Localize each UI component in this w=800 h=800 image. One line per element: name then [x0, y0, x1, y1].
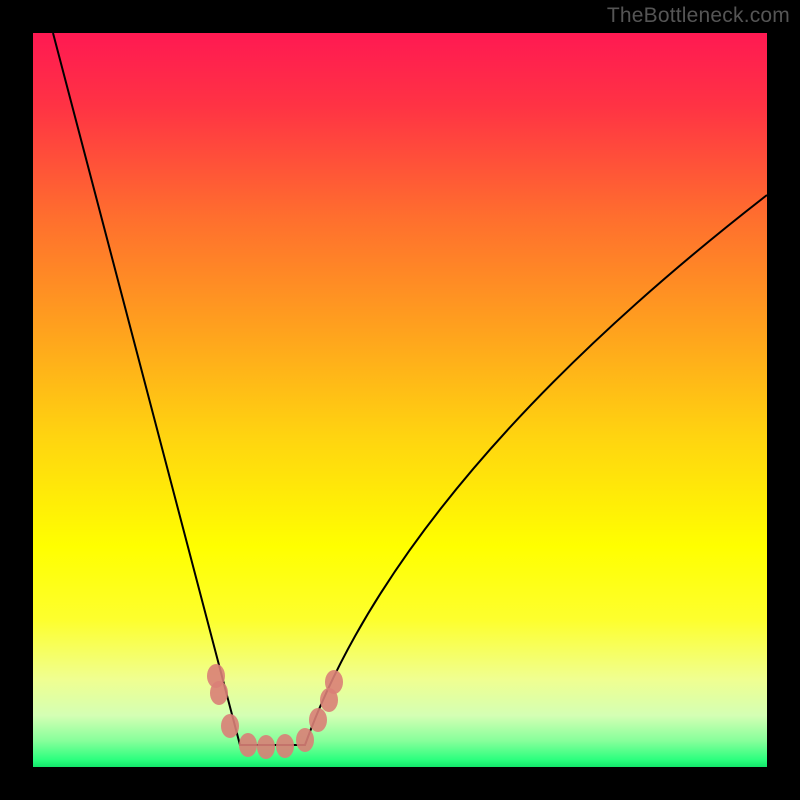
data-marker	[276, 734, 294, 758]
data-marker	[239, 733, 257, 757]
data-marker	[309, 708, 327, 732]
bottleneck-chart	[0, 0, 800, 800]
data-marker	[221, 714, 239, 738]
data-marker	[325, 670, 343, 694]
chart-container: TheBottleneck.com	[0, 0, 800, 800]
data-marker	[210, 681, 228, 705]
data-marker	[257, 735, 275, 759]
data-marker	[296, 728, 314, 752]
watermark-text: TheBottleneck.com	[607, 4, 790, 28]
plot-area	[33, 33, 767, 767]
